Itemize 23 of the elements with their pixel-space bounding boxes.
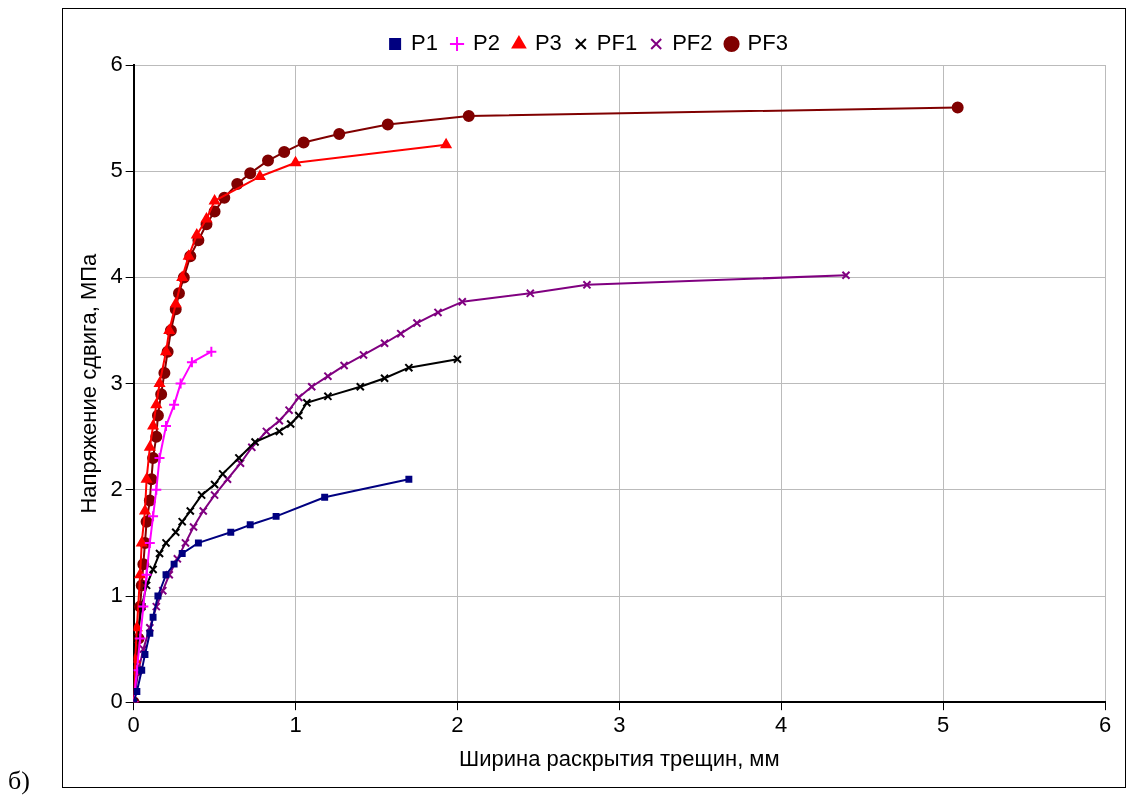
legend-label: PF3 — [747, 30, 788, 56]
y-tick-label: 0 — [110, 688, 123, 714]
x-tick-label: 4 — [775, 712, 788, 738]
x-tick-label: 2 — [451, 712, 464, 738]
x-tick-label: 5 — [936, 712, 950, 738]
legend-label: PF2 — [672, 30, 713, 56]
text: б) — [8, 766, 30, 796]
y-axis-title: Напряжение сдвига, МПа — [76, 252, 102, 514]
legend-label: PF1 — [596, 30, 638, 56]
y-tick-label: 4 — [110, 263, 123, 289]
x-tick-label: 1 — [289, 712, 302, 738]
y-tick-label: 1 — [110, 582, 123, 608]
legend-label: P3 — [534, 30, 562, 56]
y-tick-label: 5 — [110, 157, 123, 183]
legend-label: P2 — [473, 30, 500, 56]
y-tick-label: 2 — [110, 475, 123, 501]
y-tick-label: 6 — [110, 51, 123, 77]
x-tick-label: 6 — [1098, 712, 1112, 738]
x-axis-title: Ширина раскрытия трещин, мм — [459, 745, 780, 771]
legend-label: P1 — [411, 30, 439, 56]
x-tick-label: 3 — [613, 712, 626, 738]
x-tick-label: 0 — [127, 712, 140, 738]
y-tick-label: 3 — [110, 369, 123, 395]
